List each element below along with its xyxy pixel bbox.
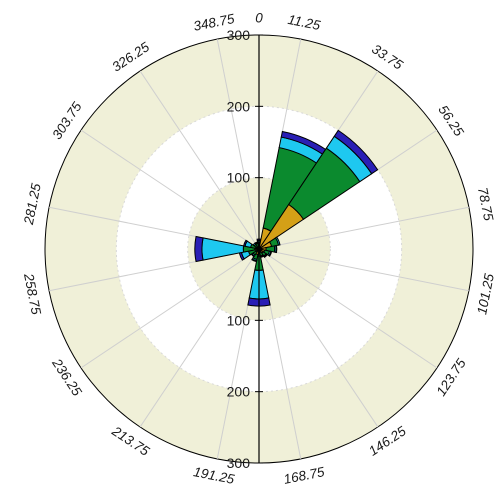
direction-label-2: 33.75 [369, 41, 406, 73]
spoke-14 [80, 129, 260, 250]
direction-label-1: 11.25 [287, 12, 323, 33]
radial-tick-label-up-100: 100 [227, 170, 251, 186]
direction-label-4: 78.75 [475, 186, 496, 223]
spoke-16 [216, 39, 260, 250]
sector-9-band-4 [251, 258, 258, 263]
spoke-4 [258, 206, 469, 250]
radial-tick-label-down-100: 100 [227, 312, 251, 328]
sector-6-band-4 [263, 253, 268, 258]
sector-5-band-4 [268, 250, 273, 257]
sector-13-band-4 [243, 239, 248, 247]
radial-tick-label-down-300: 300 [227, 455, 251, 471]
spoke-5 [258, 248, 469, 292]
sector-bars [194, 129, 379, 307]
direction-label-5: 101.25 [474, 272, 497, 316]
sector-4-band-4 [275, 244, 278, 254]
spoke-7 [258, 248, 379, 428]
radial-gridline-200 [115, 105, 403, 393]
sector-2-band-4 [333, 129, 379, 175]
sector-15-band-4 [254, 241, 259, 245]
radial-tick-label-up-300: 300 [227, 27, 251, 43]
radial-tick-labels: 100 100 200 200 300 300 [227, 27, 251, 471]
radial-axis [255, 34, 263, 464]
direction-label-3: 56.25 [435, 102, 467, 139]
spoke-10 [139, 248, 260, 428]
spoke-15 [139, 70, 260, 250]
direction-label-13: 281.25 [21, 182, 44, 227]
spoke-6 [258, 248, 438, 369]
sector-3-band-3 [274, 236, 281, 246]
direction-label-0: 0 [255, 11, 263, 26]
radial-tick-label-down-200: 200 [227, 384, 251, 400]
spoke-11 [80, 248, 260, 369]
sector-12-band-4 [194, 235, 204, 263]
direction-label-8: 168.75 [282, 464, 326, 487]
direction-label-12: 258.75 [21, 271, 44, 316]
radial-tick-label-up-200: 200 [227, 98, 251, 114]
